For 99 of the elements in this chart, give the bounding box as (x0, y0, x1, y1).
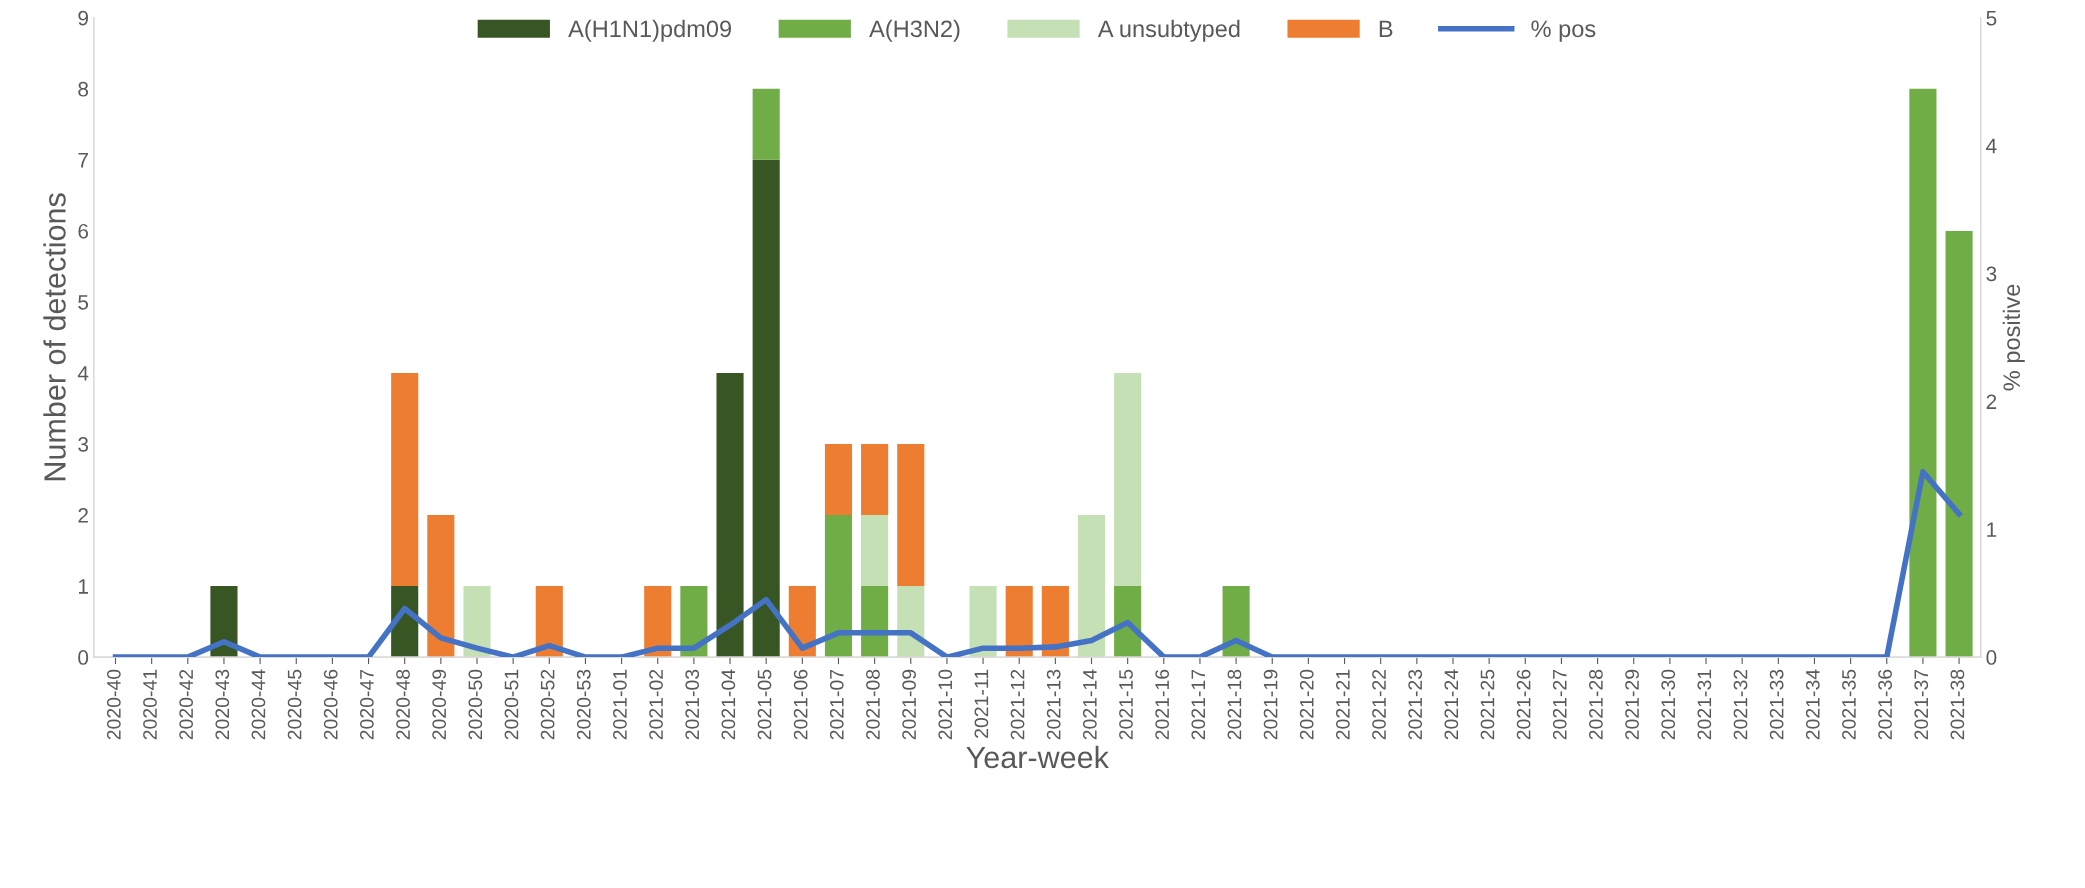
legend-label: A unsubtyped (1097, 19, 1240, 42)
bar (644, 586, 672, 658)
x-tick-label: 2021-20 (1299, 669, 1314, 740)
bar (861, 515, 889, 587)
x-tick-label: 2021-26 (1516, 669, 1531, 740)
bar (210, 586, 238, 658)
y-tick-label: 6 (78, 223, 89, 239)
x-tick-label: 2021-12 (1010, 669, 1025, 740)
x-tick-label: 2021-30 (1661, 669, 1676, 740)
bar (1005, 586, 1033, 658)
x-tick-label: 2021-29 (1625, 669, 1639, 740)
x-tick-label: 2020-45 (287, 669, 302, 740)
bar (1077, 515, 1106, 658)
x-tick-label: 2021-17 (1191, 669, 1206, 740)
x-tick-label: 2021-15 (1119, 669, 1133, 740)
x-tick-label: 2021-11 (974, 669, 989, 738)
x-tick-label: 2021-22 (1372, 669, 1386, 740)
y2-tick-label: 1 (1987, 522, 1997, 537)
y-tick-label: 3 (78, 437, 89, 452)
x-tick-label: 2021-10 (938, 669, 953, 740)
x-tick-label: 2021-28 (1589, 669, 1603, 740)
x-tick-label: 2021-23 (1408, 669, 1423, 740)
x-tick-label: 2021-31 (1697, 669, 1712, 740)
x-tick-label: 2020-51 (504, 669, 519, 740)
x-tick-label: 2021-21 (1336, 669, 1350, 740)
legend-label: A(H3N2) (869, 19, 960, 42)
bar (535, 586, 563, 658)
y-tick-label: 8 (78, 81, 89, 97)
y-tick-label: 1 (78, 579, 88, 594)
x-tick-label: 2020-42 (179, 669, 194, 740)
bar (1041, 586, 1069, 658)
x-tick-label: 2021-03 (685, 669, 700, 740)
x-tick-label: 2021-18 (1227, 669, 1242, 740)
x-tick-label: 2021-36 (1878, 669, 1892, 740)
x-axis-title: Year-week (966, 745, 1109, 769)
y2-tick-label: 0 (1986, 650, 1997, 665)
x-tick-label: 2020-50 (468, 669, 483, 740)
legend-label: % pos (1531, 20, 1596, 42)
x-tick-label: 2021-16 (1155, 669, 1170, 740)
x-tick-label: 2021-04 (721, 669, 736, 740)
x-tick-label: 2021-35 (1842, 669, 1856, 740)
bar (861, 444, 889, 516)
x-tick-label: 2020-43 (215, 669, 230, 740)
x-tick-label: 2021-25 (1480, 669, 1495, 740)
x-tick-label: 2020-49 (432, 669, 447, 740)
legend-label: A(H1N1)pdm09 (568, 19, 732, 42)
y2-tick-label: 2 (1986, 394, 1997, 409)
bar (391, 372, 419, 587)
y2-tick-label: 3 (1986, 266, 1997, 282)
bar (752, 159, 780, 658)
x-tick-label: 2021-14 (1082, 669, 1097, 740)
x-tick-label: 2020-52 (540, 669, 555, 740)
x-tick-label: 2020-41 (143, 669, 157, 740)
y-tick-label: 4 (77, 366, 89, 381)
bar (897, 444, 925, 587)
y-axis-title: Number of detections (43, 193, 66, 481)
x-tick-label: 2021-38 (1950, 669, 1965, 740)
y-tick-label: 0 (78, 650, 89, 665)
y2-axis-title: % positive (2002, 284, 2025, 391)
bar (427, 515, 455, 658)
x-tick-label: 2020-44 (251, 669, 266, 740)
x-tick-label: 2021-33 (1769, 669, 1784, 740)
bar (1909, 88, 1937, 658)
bar (824, 515, 853, 658)
x-tick-label: 2021-06 (793, 669, 808, 740)
x-tick-label: 2021-02 (649, 669, 663, 740)
y-tick-label: 9 (78, 10, 88, 26)
y-tick-label: 5 (78, 295, 89, 310)
bar (463, 586, 491, 658)
x-tick-label: 2021-32 (1733, 669, 1748, 740)
bar (969, 586, 997, 658)
legend-label: B (1379, 20, 1393, 37)
y-tick-label: 2 (78, 508, 88, 523)
x-tick-label: 2020-47 (360, 669, 374, 740)
x-tick-label: 2021-07 (829, 669, 844, 740)
x-tick-label: 2020-48 (396, 669, 410, 740)
x-tick-label: 2020-46 (323, 669, 338, 740)
x-tick-label: 2021-24 (1444, 669, 1459, 740)
x-tick-label: 2021-27 (1552, 669, 1567, 740)
bar (752, 88, 780, 160)
bar (716, 372, 744, 658)
x-tick-label: 2020-40 (106, 669, 121, 740)
bar (1114, 372, 1142, 587)
y-tick-label: 7 (78, 153, 88, 168)
x-tick-label: 2021-05 (757, 669, 772, 740)
x-tick-label: 2021-09 (902, 669, 916, 740)
x-tick-label: 2021-01 (613, 669, 627, 740)
x-tick-label: 2021-37 (1914, 669, 1929, 740)
bar (861, 586, 889, 658)
x-tick-label: 2021-08 (866, 669, 880, 740)
x-tick-label: 2021-19 (1263, 669, 1278, 740)
y2-tick-label: 4 (1986, 138, 1997, 154)
y2-tick-label: 5 (1986, 10, 1997, 26)
bar (824, 444, 853, 516)
x-tick-label: 2021-13 (1046, 669, 1061, 740)
bar (1945, 230, 1973, 658)
x-tick-label: 2021-34 (1805, 669, 1820, 740)
bar (1222, 586, 1250, 658)
x-tick-label: 2020-53 (576, 669, 591, 740)
